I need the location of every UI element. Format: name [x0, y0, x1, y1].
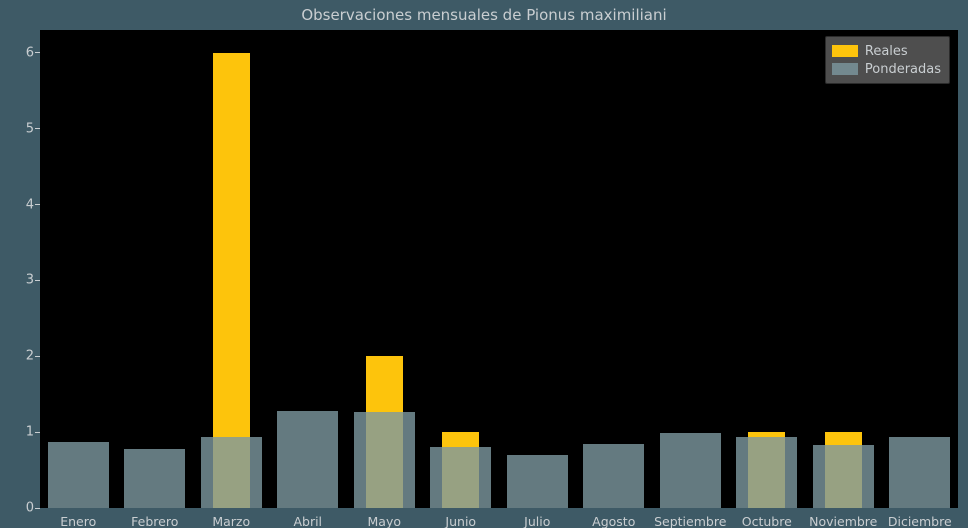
- legend-item: Ponderadas: [832, 60, 941, 78]
- y-tick-mark: [35, 432, 40, 433]
- x-tick-label: Octubre: [742, 514, 792, 528]
- x-tick-label: Marzo: [212, 514, 250, 528]
- bar-ponderadas: [507, 455, 568, 508]
- bar-ponderadas: [736, 437, 797, 508]
- y-tick-label: 4: [26, 197, 34, 212]
- y-tick-label: 2: [26, 349, 34, 364]
- x-tick-label: Mayo: [368, 514, 402, 528]
- bar-ponderadas: [201, 437, 262, 508]
- y-tick-mark: [35, 204, 40, 205]
- x-tick-label: Junio: [445, 514, 476, 528]
- legend-swatch: [832, 63, 858, 75]
- x-tick-label: Noviembre: [809, 514, 877, 528]
- x-tick-label: Febrero: [131, 514, 178, 528]
- bar-ponderadas: [660, 433, 721, 508]
- x-tick-label: Enero: [60, 514, 96, 528]
- plot-area: 0123456EneroFebreroMarzoAbrilMayoJunioJu…: [40, 30, 958, 508]
- bar-ponderadas: [277, 411, 338, 508]
- bar-ponderadas: [48, 442, 109, 508]
- y-tick-mark: [35, 128, 40, 129]
- bar-ponderadas: [813, 445, 874, 508]
- legend-label: Reales: [865, 44, 908, 59]
- y-tick-label: 5: [26, 121, 34, 136]
- y-tick-mark: [35, 52, 40, 53]
- bar-ponderadas: [354, 412, 415, 508]
- y-tick-label: 0: [26, 501, 34, 516]
- bar-ponderadas: [583, 444, 644, 508]
- legend-swatch: [832, 45, 858, 57]
- y-tick-mark: [35, 280, 40, 281]
- bar-ponderadas: [889, 437, 950, 508]
- y-tick-label: 1: [26, 425, 34, 440]
- chart-container: Observaciones mensuales de Pionus maximi…: [0, 0, 968, 528]
- x-tick-label: Agosto: [592, 514, 635, 528]
- y-tick-label: 6: [26, 45, 34, 60]
- y-tick-mark: [35, 356, 40, 357]
- y-tick-mark: [35, 508, 40, 509]
- y-tick-label: 3: [26, 273, 34, 288]
- legend-label: Ponderadas: [865, 62, 941, 77]
- x-tick-label: Abril: [293, 514, 322, 528]
- legend: Reales Ponderadas: [825, 36, 950, 84]
- x-tick-label: Diciembre: [888, 514, 952, 528]
- legend-item: Reales: [832, 42, 941, 60]
- chart-title: Observaciones mensuales de Pionus maximi…: [0, 6, 968, 24]
- x-tick-label: Septiembre: [654, 514, 726, 528]
- bar-ponderadas: [124, 449, 185, 508]
- bar-ponderadas: [430, 447, 491, 508]
- x-tick-label: Julio: [524, 514, 550, 528]
